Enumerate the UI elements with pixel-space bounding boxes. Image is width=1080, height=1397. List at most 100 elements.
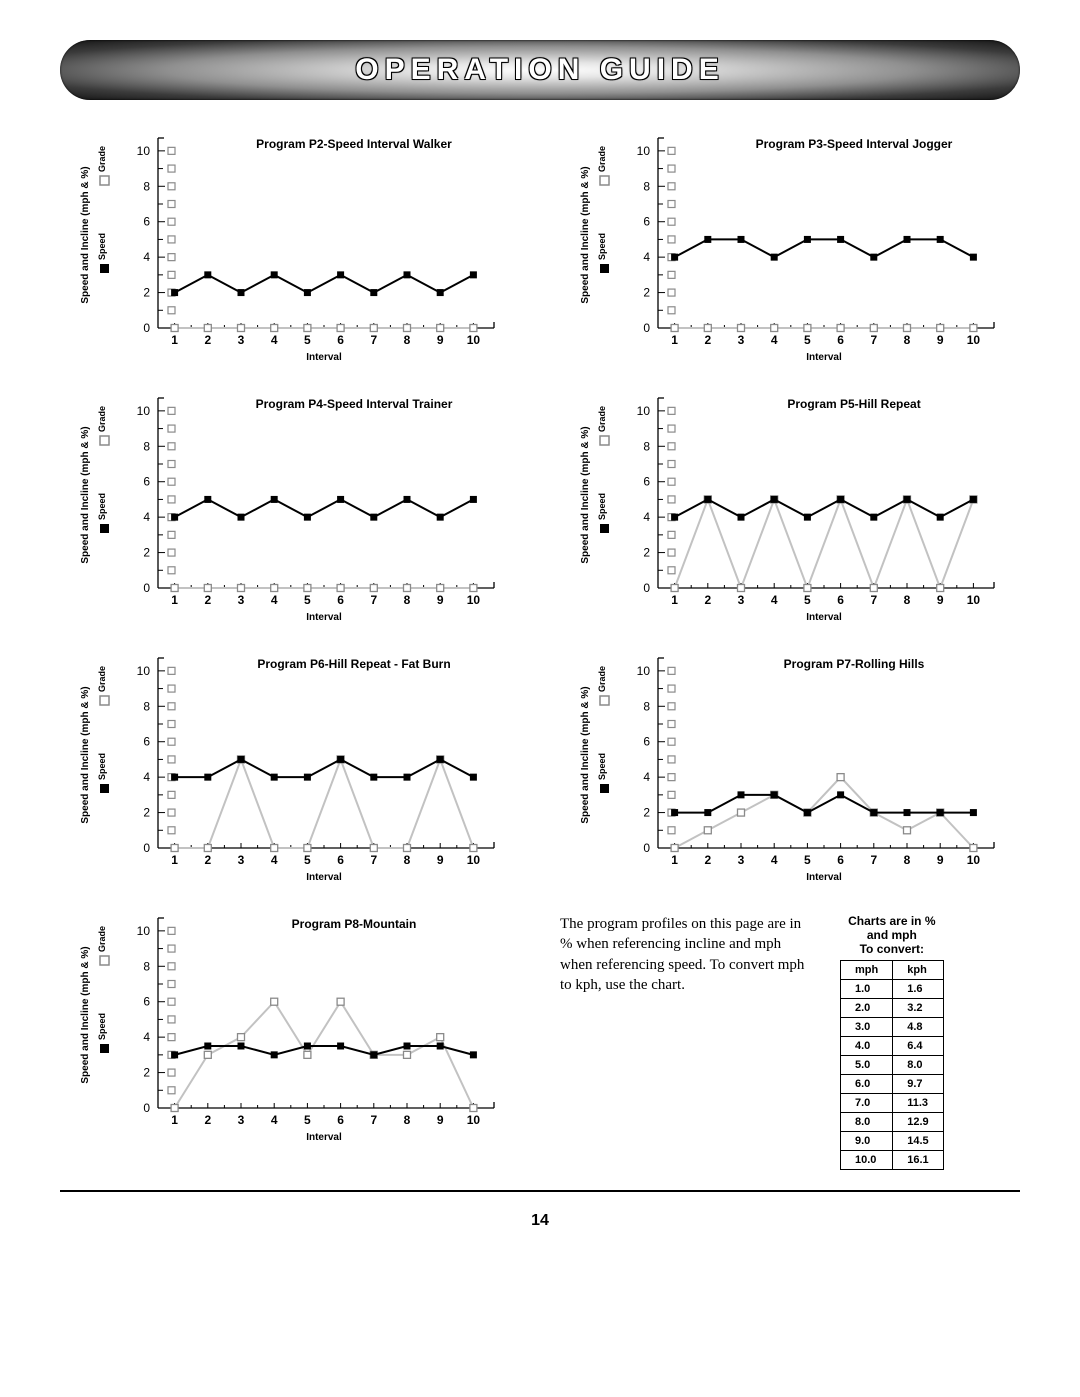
svg-text:Program P3-Speed Interval Jogg: Program P3-Speed Interval Jogger	[756, 137, 953, 151]
svg-text:4: 4	[643, 250, 650, 264]
svg-text:2: 2	[704, 593, 711, 607]
svg-text:Speed: Speed	[97, 753, 107, 780]
svg-text:Interval: Interval	[306, 352, 342, 363]
svg-text:Program P7-Rolling Hills: Program P7-Rolling Hills	[784, 657, 925, 671]
svg-text:6: 6	[143, 995, 150, 1009]
svg-text:9: 9	[437, 333, 444, 347]
table-row: 6.09.7	[841, 1075, 944, 1094]
svg-text:8: 8	[143, 959, 150, 973]
svg-text:10: 10	[967, 853, 981, 867]
svg-text:2: 2	[643, 546, 650, 560]
svg-text:Program P5-Hill Repeat: Program P5-Hill Repeat	[787, 397, 920, 411]
svg-text:10: 10	[637, 404, 651, 418]
svg-text:Program P4-Speed Interval Trai: Program P4-Speed Interval Trainer	[256, 397, 453, 411]
svg-text:7: 7	[870, 593, 877, 607]
svg-text:8: 8	[643, 699, 650, 713]
svg-text:10: 10	[137, 404, 151, 418]
svg-text:3: 3	[738, 853, 745, 867]
svg-text:4: 4	[143, 1030, 150, 1044]
svg-text:10: 10	[467, 853, 481, 867]
svg-text:2: 2	[704, 333, 711, 347]
svg-text:8: 8	[904, 333, 911, 347]
page-title-bar: OPERATION GUIDE	[60, 40, 1020, 100]
svg-text:Program P2-Speed Interval Walk: Program P2-Speed Interval Walker	[256, 137, 452, 151]
svg-text:4: 4	[643, 770, 650, 784]
table-row: 9.014.5	[841, 1132, 944, 1151]
table-row: 1.01.6	[841, 980, 944, 999]
svg-text:Interval: Interval	[306, 612, 342, 623]
convert-heading-2: and mph	[840, 928, 944, 942]
svg-text:10: 10	[637, 144, 651, 158]
svg-text:5: 5	[804, 333, 811, 347]
svg-text:10: 10	[967, 333, 981, 347]
svg-text:Grade: Grade	[597, 406, 607, 432]
table-row: 2.03.2	[841, 999, 944, 1018]
svg-text:4: 4	[271, 1113, 278, 1127]
svg-text:8: 8	[643, 179, 650, 193]
svg-text:4: 4	[143, 510, 150, 524]
svg-text:0: 0	[143, 841, 150, 855]
svg-text:10: 10	[137, 664, 151, 678]
svg-text:10: 10	[137, 924, 151, 938]
svg-text:3: 3	[738, 333, 745, 347]
svg-text:5: 5	[804, 593, 811, 607]
table-cell: 12.9	[893, 1113, 943, 1132]
svg-text:Interval: Interval	[806, 872, 842, 883]
svg-text:Speed and Incline (mph & %): Speed and Incline (mph & %)	[580, 166, 591, 303]
svg-text:9: 9	[437, 1113, 444, 1127]
svg-text:Grade: Grade	[597, 146, 607, 172]
svg-text:2: 2	[204, 333, 211, 347]
svg-text:6: 6	[643, 475, 650, 489]
svg-text:2: 2	[143, 806, 150, 820]
svg-text:5: 5	[804, 853, 811, 867]
svg-text:Speed: Speed	[597, 753, 607, 780]
svg-text:5: 5	[304, 333, 311, 347]
svg-text:7: 7	[370, 1113, 377, 1127]
svg-text:Interval: Interval	[806, 612, 842, 623]
svg-text:8: 8	[643, 439, 650, 453]
svg-text:8: 8	[143, 699, 150, 713]
table-cell: 10.0	[841, 1151, 893, 1170]
svg-text:9: 9	[937, 853, 944, 867]
svg-text:9: 9	[937, 333, 944, 347]
table-cell: 2.0	[841, 999, 893, 1018]
svg-text:9: 9	[937, 593, 944, 607]
table-cell: 6.0	[841, 1075, 893, 1094]
svg-text:2: 2	[143, 546, 150, 560]
svg-text:0: 0	[643, 321, 650, 335]
svg-text:Speed and Incline (mph & %): Speed and Incline (mph & %)	[80, 946, 91, 1083]
svg-text:0: 0	[143, 1101, 150, 1115]
table-cell: 9.0	[841, 1132, 893, 1151]
svg-text:4: 4	[771, 593, 778, 607]
svg-text:10: 10	[137, 144, 151, 158]
svg-text:1: 1	[171, 333, 178, 347]
charts-grid: Speed and Incline (mph & %) Grade Speed 0 2 4…	[60, 128, 1020, 1170]
svg-text:8: 8	[904, 593, 911, 607]
svg-text:5: 5	[304, 1113, 311, 1127]
svg-text:6: 6	[337, 853, 344, 867]
svg-text:6: 6	[337, 333, 344, 347]
svg-text:Grade: Grade	[97, 926, 107, 952]
svg-text:Program P6-Hill Repeat - Fat B: Program P6-Hill Repeat - Fat Burn	[257, 657, 450, 671]
svg-text:8: 8	[143, 439, 150, 453]
svg-text:Grade: Grade	[597, 666, 607, 692]
svg-text:6: 6	[643, 215, 650, 229]
svg-text:3: 3	[238, 593, 245, 607]
convert-heading-1: Charts are in %	[840, 914, 944, 928]
table-cell: 5.0	[841, 1056, 893, 1075]
svg-text:8: 8	[404, 853, 411, 867]
svg-text:Grade: Grade	[97, 406, 107, 432]
svg-text:1: 1	[671, 593, 678, 607]
svg-text:7: 7	[370, 333, 377, 347]
svg-text:Interval: Interval	[306, 1132, 342, 1143]
svg-text:5: 5	[304, 593, 311, 607]
table-row: 4.06.4	[841, 1037, 944, 1056]
svg-text:8: 8	[404, 333, 411, 347]
svg-text:3: 3	[238, 333, 245, 347]
table-cell: 16.1	[893, 1151, 943, 1170]
svg-text:Speed and Incline (mph & %): Speed and Incline (mph & %)	[580, 686, 591, 823]
svg-text:1: 1	[171, 853, 178, 867]
svg-text:Interval: Interval	[806, 352, 842, 363]
table-cell: 9.7	[893, 1075, 943, 1094]
table-row: 7.011.3	[841, 1094, 944, 1113]
